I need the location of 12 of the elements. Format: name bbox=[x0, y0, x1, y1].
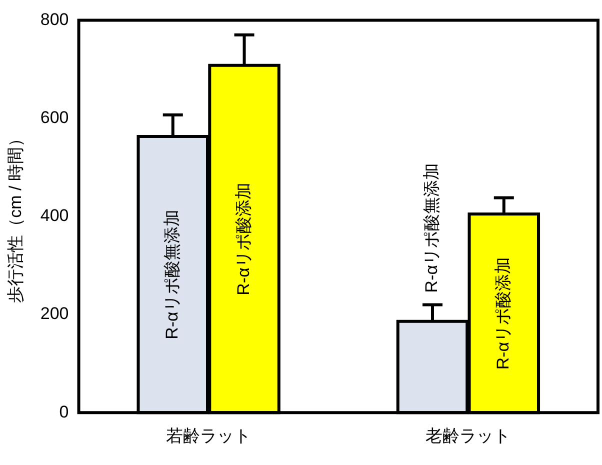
x-tick-label: 老齢ラット bbox=[426, 426, 511, 446]
y-tick-label: 800 bbox=[40, 10, 69, 29]
text: R-αリポ酸無添加 bbox=[422, 162, 442, 293]
x-tick-label: 若齢ラット bbox=[166, 426, 252, 446]
text: R-αリポ酸添加 bbox=[494, 256, 513, 370]
y-axis-title: 歩行活性（cm / 時間） bbox=[6, 130, 25, 303]
series-label: R-αリポ酸添加 bbox=[234, 182, 253, 296]
y-tick-label: 200 bbox=[40, 304, 69, 324]
series-label: R-αリポ酸無添加 bbox=[162, 210, 182, 340]
y-tick-label: 400 bbox=[40, 206, 69, 226]
y-tick-label: 0 bbox=[59, 402, 69, 422]
y-tick-label: 600 bbox=[40, 108, 69, 127]
